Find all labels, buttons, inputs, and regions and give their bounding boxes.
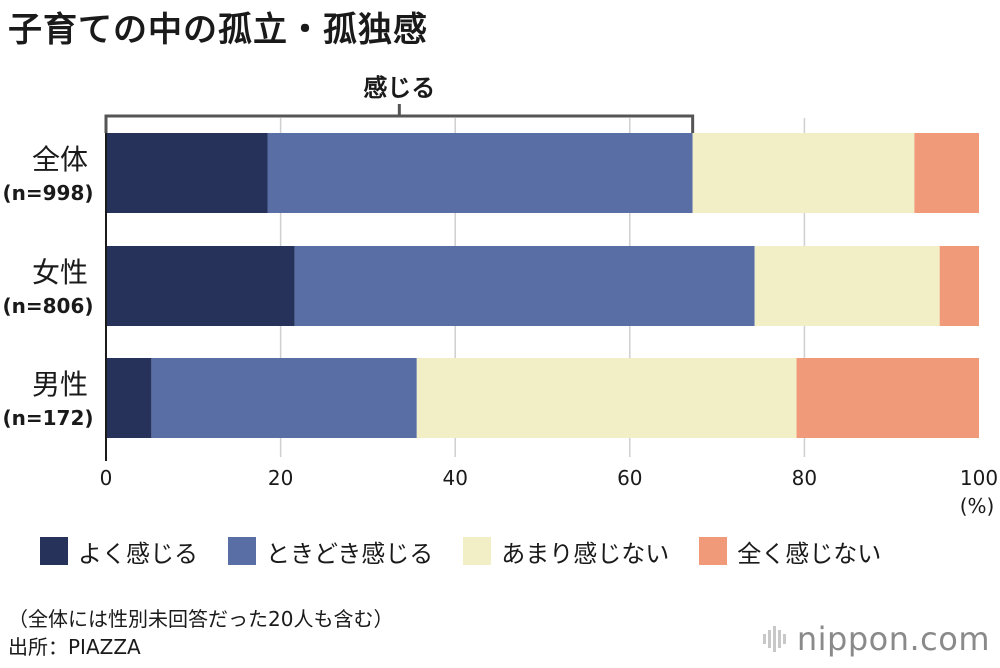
chart-title: 子育ての中の孤立・孤独感 (8, 10, 428, 50)
category-label-2: 女性 (32, 256, 88, 289)
bar-sometimes-row3 (151, 358, 417, 438)
legend-item-sometimes: ときどき感じる (228, 534, 433, 569)
legend-label-sometimes: ときどき感じる (266, 539, 434, 568)
bracket-line (104, 114, 695, 133)
x-tick-label-20: 20 (268, 466, 293, 490)
legend-item-often: よく感じる (40, 534, 198, 569)
legend-swatch-rarely (463, 537, 492, 565)
legend-label-rarely: あまり感じない (501, 539, 670, 568)
bar-often-row3 (106, 358, 152, 438)
bar-rarely-row2 (754, 246, 940, 326)
legend: よく感じる ときどき感じる あまり感じない 全く感じない (40, 531, 881, 571)
footnote-source: 出所：PIAZZA (8, 635, 141, 659)
brand-logo[interactable]: nippon.com (762, 620, 990, 658)
x-tick-label-80: 80 (792, 466, 817, 490)
legend-label-often: よく感じる (78, 539, 198, 568)
legend-item-never: 全く感じない (699, 534, 881, 569)
brand-text: nippon.com (796, 620, 990, 658)
legend-item-rarely: あまり感じない (463, 534, 669, 569)
bar-sometimes-row2 (294, 246, 755, 326)
bar-never-row3 (796, 358, 979, 438)
category-n-2: (n=806) (2, 294, 93, 318)
x-tick-label-0: 0 (100, 466, 113, 490)
bar-never-row1 (914, 133, 979, 213)
category-n-1: (n=998) (2, 181, 93, 205)
category-label-1: 全体 (32, 143, 88, 176)
bar-often-row1 (106, 133, 268, 213)
footnote: （全体には性別未回答だった20人も含む） 出所：PIAZZA (8, 605, 393, 661)
legend-swatch-often (40, 537, 68, 565)
bar-often-row2 (106, 246, 295, 326)
category-label-3: 男性 (32, 368, 88, 401)
x-tick-label-100: 100 (960, 466, 998, 490)
x-unit-label: (%) (960, 494, 995, 518)
legend-label-never: 全く感じない (737, 539, 882, 568)
bar-rarely-row3 (416, 358, 797, 438)
legend-swatch-sometimes (228, 537, 256, 565)
footnote-note: （全体には性別未回答だった20人も含む） (8, 607, 394, 631)
x-tick-label-40: 40 (442, 466, 467, 490)
brand-mark-icon (762, 624, 789, 654)
x-tick-label-60: 60 (617, 466, 642, 490)
bar-sometimes-row1 (267, 133, 693, 213)
category-n-3: (n=172) (2, 406, 93, 430)
legend-swatch-never (699, 537, 728, 565)
bracket-label: 感じる (363, 74, 435, 102)
bar-never-row2 (939, 246, 979, 326)
bar-rarely-row1 (692, 133, 915, 213)
